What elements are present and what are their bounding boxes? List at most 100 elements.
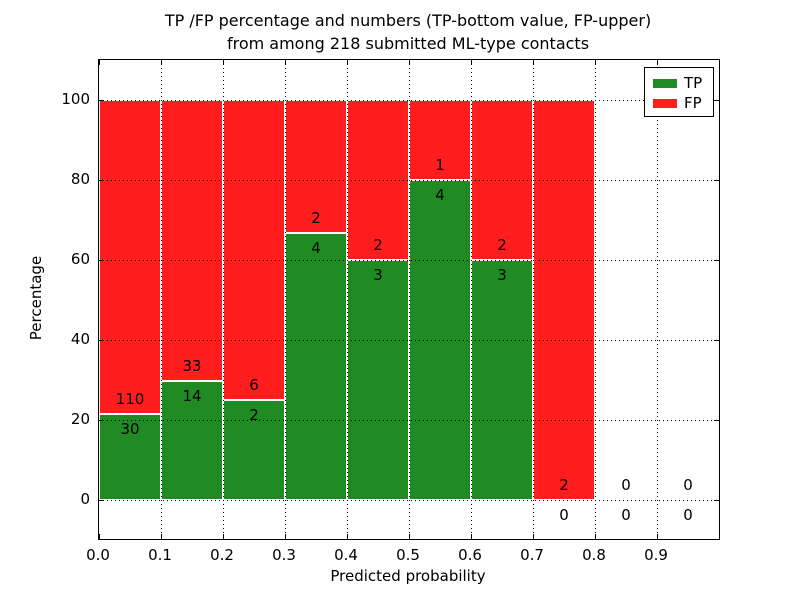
x-tick-mark	[595, 534, 596, 539]
tp-count-label: 0	[559, 506, 569, 524]
y-tick-mark	[99, 340, 104, 341]
y-tick-mark	[714, 420, 719, 421]
vertical-gridline	[223, 60, 224, 539]
x-tick-mark	[99, 534, 100, 539]
y-tick-label: 40	[70, 330, 90, 348]
x-tick-mark	[471, 60, 472, 65]
tp-bar	[285, 233, 347, 500]
y-tick-mark	[714, 180, 719, 181]
y-tick-mark	[99, 420, 104, 421]
tp-count-label: 4	[435, 186, 445, 204]
x-tick-mark	[99, 60, 100, 65]
x-tick-mark	[409, 60, 410, 65]
tp-bar	[471, 260, 533, 500]
x-tick-label: 0.1	[148, 546, 172, 564]
legend-entry-fp: FP	[653, 93, 713, 113]
tp-count-label: 30	[120, 420, 140, 439]
fp-bar	[533, 100, 595, 500]
x-tick-mark	[161, 60, 162, 65]
fp-count-label: 2	[559, 476, 569, 494]
vertical-gridline	[533, 60, 534, 539]
fp-legend-label: FP	[684, 94, 702, 112]
fp-bar	[285, 100, 347, 234]
x-tick-mark	[533, 60, 534, 65]
y-tick-mark	[99, 100, 104, 101]
fp-color-swatch	[653, 98, 677, 108]
vertical-gridline	[471, 60, 472, 539]
fp-count-label: 2	[497, 236, 507, 254]
y-tick-mark	[99, 500, 104, 501]
x-tick-mark	[657, 534, 658, 539]
x-tick-label: 0.6	[458, 546, 482, 564]
x-tick-label: 0.2	[210, 546, 234, 564]
x-tick-label: 0.4	[334, 546, 358, 564]
chart-title-line2: from among 218 submitted ML-type contact…	[226, 34, 590, 53]
vertical-gridline	[409, 60, 410, 539]
fp-count-label: 6	[249, 376, 259, 394]
x-tick-mark	[471, 534, 472, 539]
x-tick-mark	[161, 534, 162, 539]
tp-color-swatch	[653, 78, 677, 88]
plot-area: 110 30 33 14 6 2 2 4 2 3 1 4 2 3 2 0 0 0 0 0	[98, 59, 720, 540]
fp-bar	[99, 100, 161, 415]
x-tick-label: 0.9	[644, 546, 668, 564]
fp-bar	[223, 100, 285, 400]
x-tick-mark	[285, 60, 286, 65]
tp-bar	[347, 260, 409, 500]
fp-count-label: 33	[182, 356, 202, 375]
vertical-gridline	[285, 60, 286, 539]
x-tick-mark	[657, 60, 658, 65]
tp-count-label: 3	[497, 266, 507, 284]
vertical-gridline	[595, 60, 596, 539]
x-tick-mark	[347, 534, 348, 539]
fp-count-label: 1	[435, 156, 445, 174]
fp-count-label: 0	[621, 476, 631, 494]
fp-count-label: 110	[115, 390, 145, 409]
x-tick-mark	[409, 534, 410, 539]
x-tick-mark	[285, 534, 286, 539]
x-tick-mark	[347, 60, 348, 65]
tp-count-label: 0	[621, 506, 631, 524]
x-tick-label: 0.3	[272, 546, 296, 564]
fp-count-label: 2	[311, 209, 321, 228]
x-axis-label: Predicted probability	[330, 567, 486, 585]
legend: TP FP	[644, 67, 714, 117]
fp-count-label: 0	[683, 476, 693, 494]
vertical-gridline	[161, 60, 162, 539]
fp-count-label: 2	[373, 236, 383, 254]
y-tick-label: 100	[61, 90, 90, 108]
legend-entry-tp: TP	[653, 73, 713, 93]
x-tick-label: 0.7	[520, 546, 544, 564]
tp-count-label: 3	[373, 266, 383, 284]
chart-title: TP /FP percentage and numbers (TP-bottom…	[98, 9, 718, 55]
x-tick-mark	[223, 534, 224, 539]
x-tick-label: 0.5	[396, 546, 420, 564]
y-tick-mark	[99, 180, 104, 181]
x-tick-mark	[223, 60, 224, 65]
vertical-gridline	[657, 60, 658, 539]
y-tick-mark	[99, 260, 104, 261]
y-tick-label: 60	[70, 250, 90, 268]
chart-title-line1: TP /FP percentage and numbers (TP-bottom…	[164, 11, 652, 30]
y-tick-label: 80	[70, 170, 90, 188]
fp-bar	[161, 100, 223, 381]
x-tick-mark	[595, 60, 596, 65]
tp-bar	[161, 380, 223, 500]
y-tick-label: 0	[80, 490, 90, 508]
vertical-gridline	[347, 60, 348, 539]
tp-bar	[99, 414, 161, 500]
x-tick-label: 0.0	[86, 546, 110, 564]
y-tick-mark	[714, 100, 719, 101]
y-tick-mark	[714, 340, 719, 341]
tp-count-label: 14	[182, 386, 202, 405]
y-tick-mark	[714, 500, 719, 501]
x-tick-label: 0.8	[582, 546, 606, 564]
tp-legend-label: TP	[684, 74, 703, 92]
y-tick-label: 20	[70, 410, 90, 428]
tp-count-label: 2	[249, 406, 259, 424]
x-tick-mark	[533, 534, 534, 539]
tp-count-label: 0	[683, 506, 693, 524]
tp-count-label: 4	[311, 239, 321, 258]
y-tick-mark	[714, 260, 719, 261]
